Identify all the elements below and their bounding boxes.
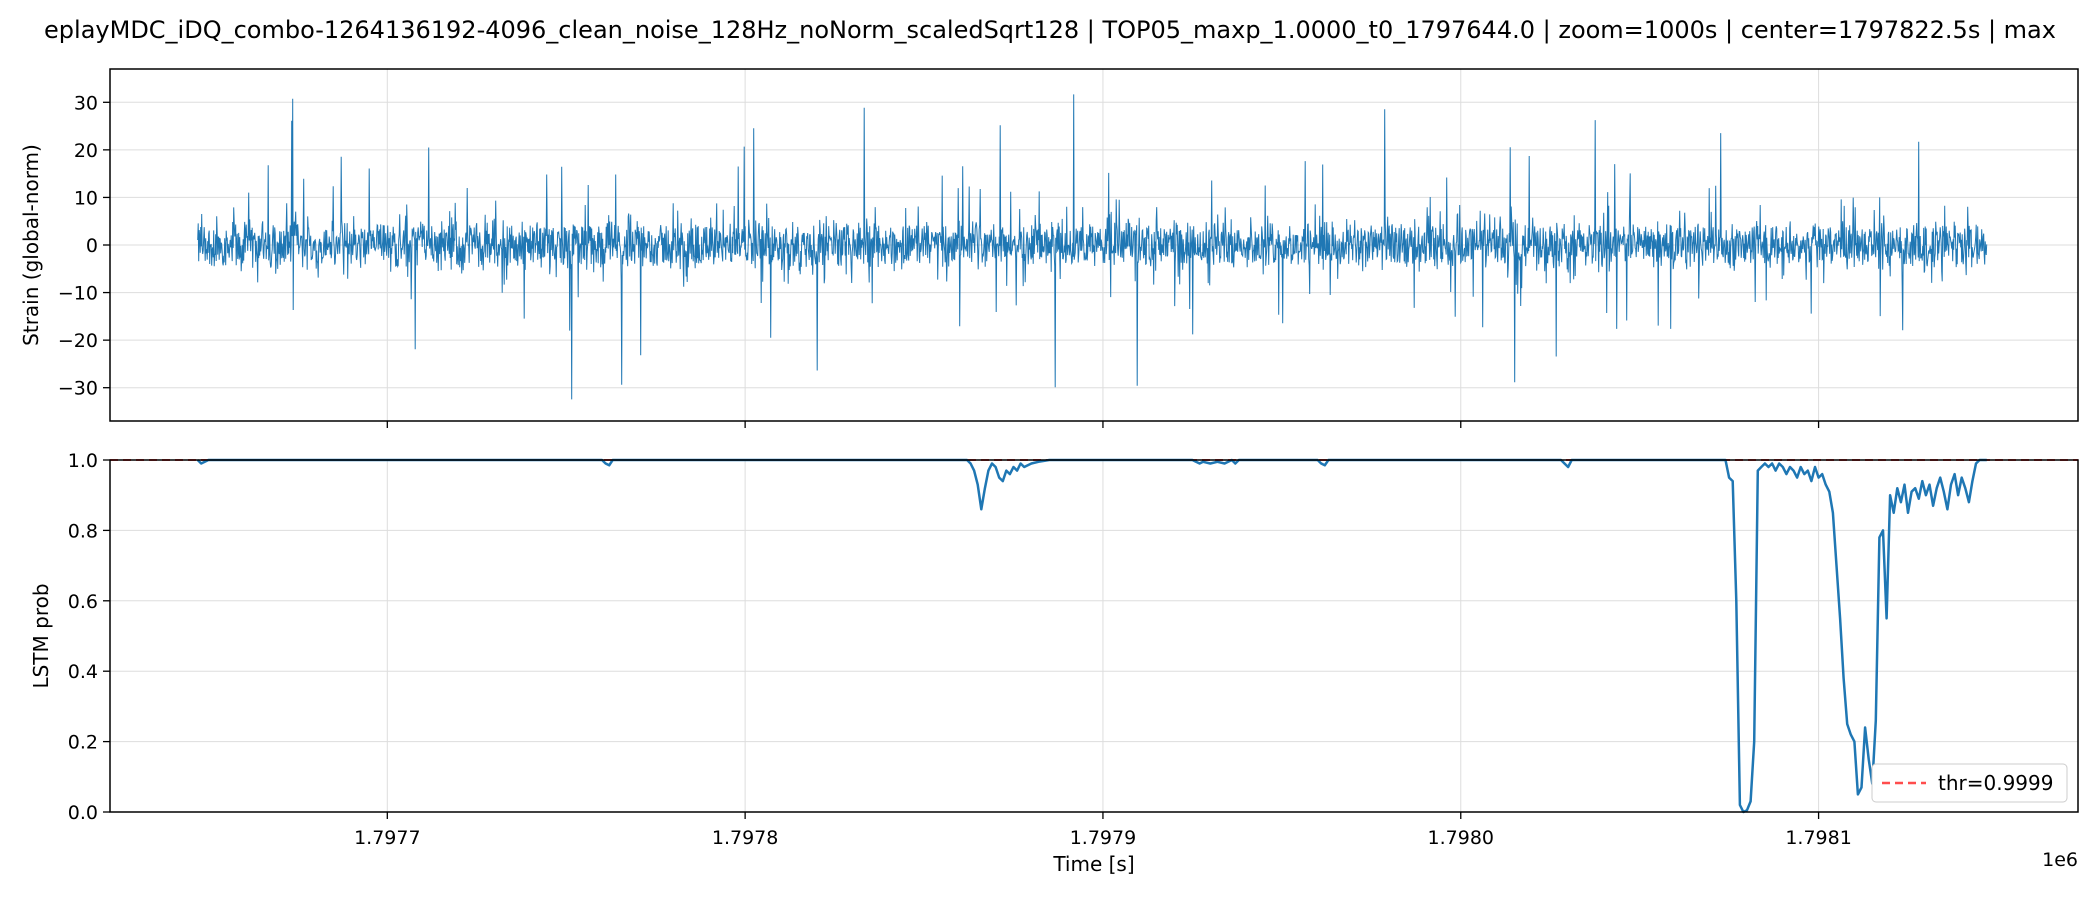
lstm-grid <box>110 459 2078 813</box>
y-tick-label: 0.6 <box>68 591 98 613</box>
y-tick-label: 0.8 <box>68 520 98 542</box>
legend-label: thr=0.9999 <box>1938 771 2053 795</box>
x-tick-label: 1.7979 <box>1070 827 1136 849</box>
y-tick-label: 0.4 <box>68 661 98 683</box>
strain-ylabel: Strain (global-norm) <box>19 144 43 346</box>
lstm-panel: 1.7977 1.7978 1.7979 1.7980 1.7981 1.0 0.8 0.6 0… <box>29 450 2079 876</box>
chart-title: eplayMDC_iDQ_combo-1264136192-4096_clean… <box>44 16 2056 44</box>
y-tick-label: −30 <box>58 378 98 400</box>
lstm-ylabel: LSTM prob <box>29 583 53 688</box>
y-tick-label: 0.0 <box>68 802 98 824</box>
strain-series <box>197 94 1988 400</box>
x-tick-label: 1.7977 <box>354 827 420 849</box>
strain-line <box>197 94 1988 400</box>
lstm-ticks: 1.7977 1.7978 1.7979 1.7980 1.7981 1.0 0.8 0.6 0… <box>68 450 1852 849</box>
y-tick-label: 1.0 <box>68 450 98 472</box>
x-offset-label: 1e6 <box>2042 849 2078 871</box>
x-tick-label: 1.7978 <box>712 827 778 849</box>
legend-box <box>1871 763 2068 803</box>
x-axis-label: Time [s] <box>1052 852 1134 876</box>
y-tick-label: 20 <box>74 140 98 162</box>
y-tick-label: −10 <box>58 283 98 305</box>
strain-ticks: 30 20 10 0 −10 −20 −30 <box>58 92 1820 428</box>
x-tick-label: 1.7980 <box>1428 827 1494 849</box>
legend: thr=0.9999 <box>1871 763 2068 803</box>
y-tick-label: 10 <box>74 187 98 209</box>
x-tick-label: 1.7981 <box>1785 827 1851 849</box>
lstm-prob-line <box>196 458 1987 814</box>
y-tick-label: 0.2 <box>68 732 98 754</box>
y-tick-label: −20 <box>58 330 98 352</box>
y-tick-label: 0 <box>86 235 98 257</box>
strain-panel: 30 20 10 0 −10 −20 −30 Strain (global-norm) <box>19 68 2079 428</box>
lstm-series <box>110 458 2078 814</box>
lstm-axes-frame <box>109 459 2079 813</box>
y-tick-label: 30 <box>74 92 98 114</box>
